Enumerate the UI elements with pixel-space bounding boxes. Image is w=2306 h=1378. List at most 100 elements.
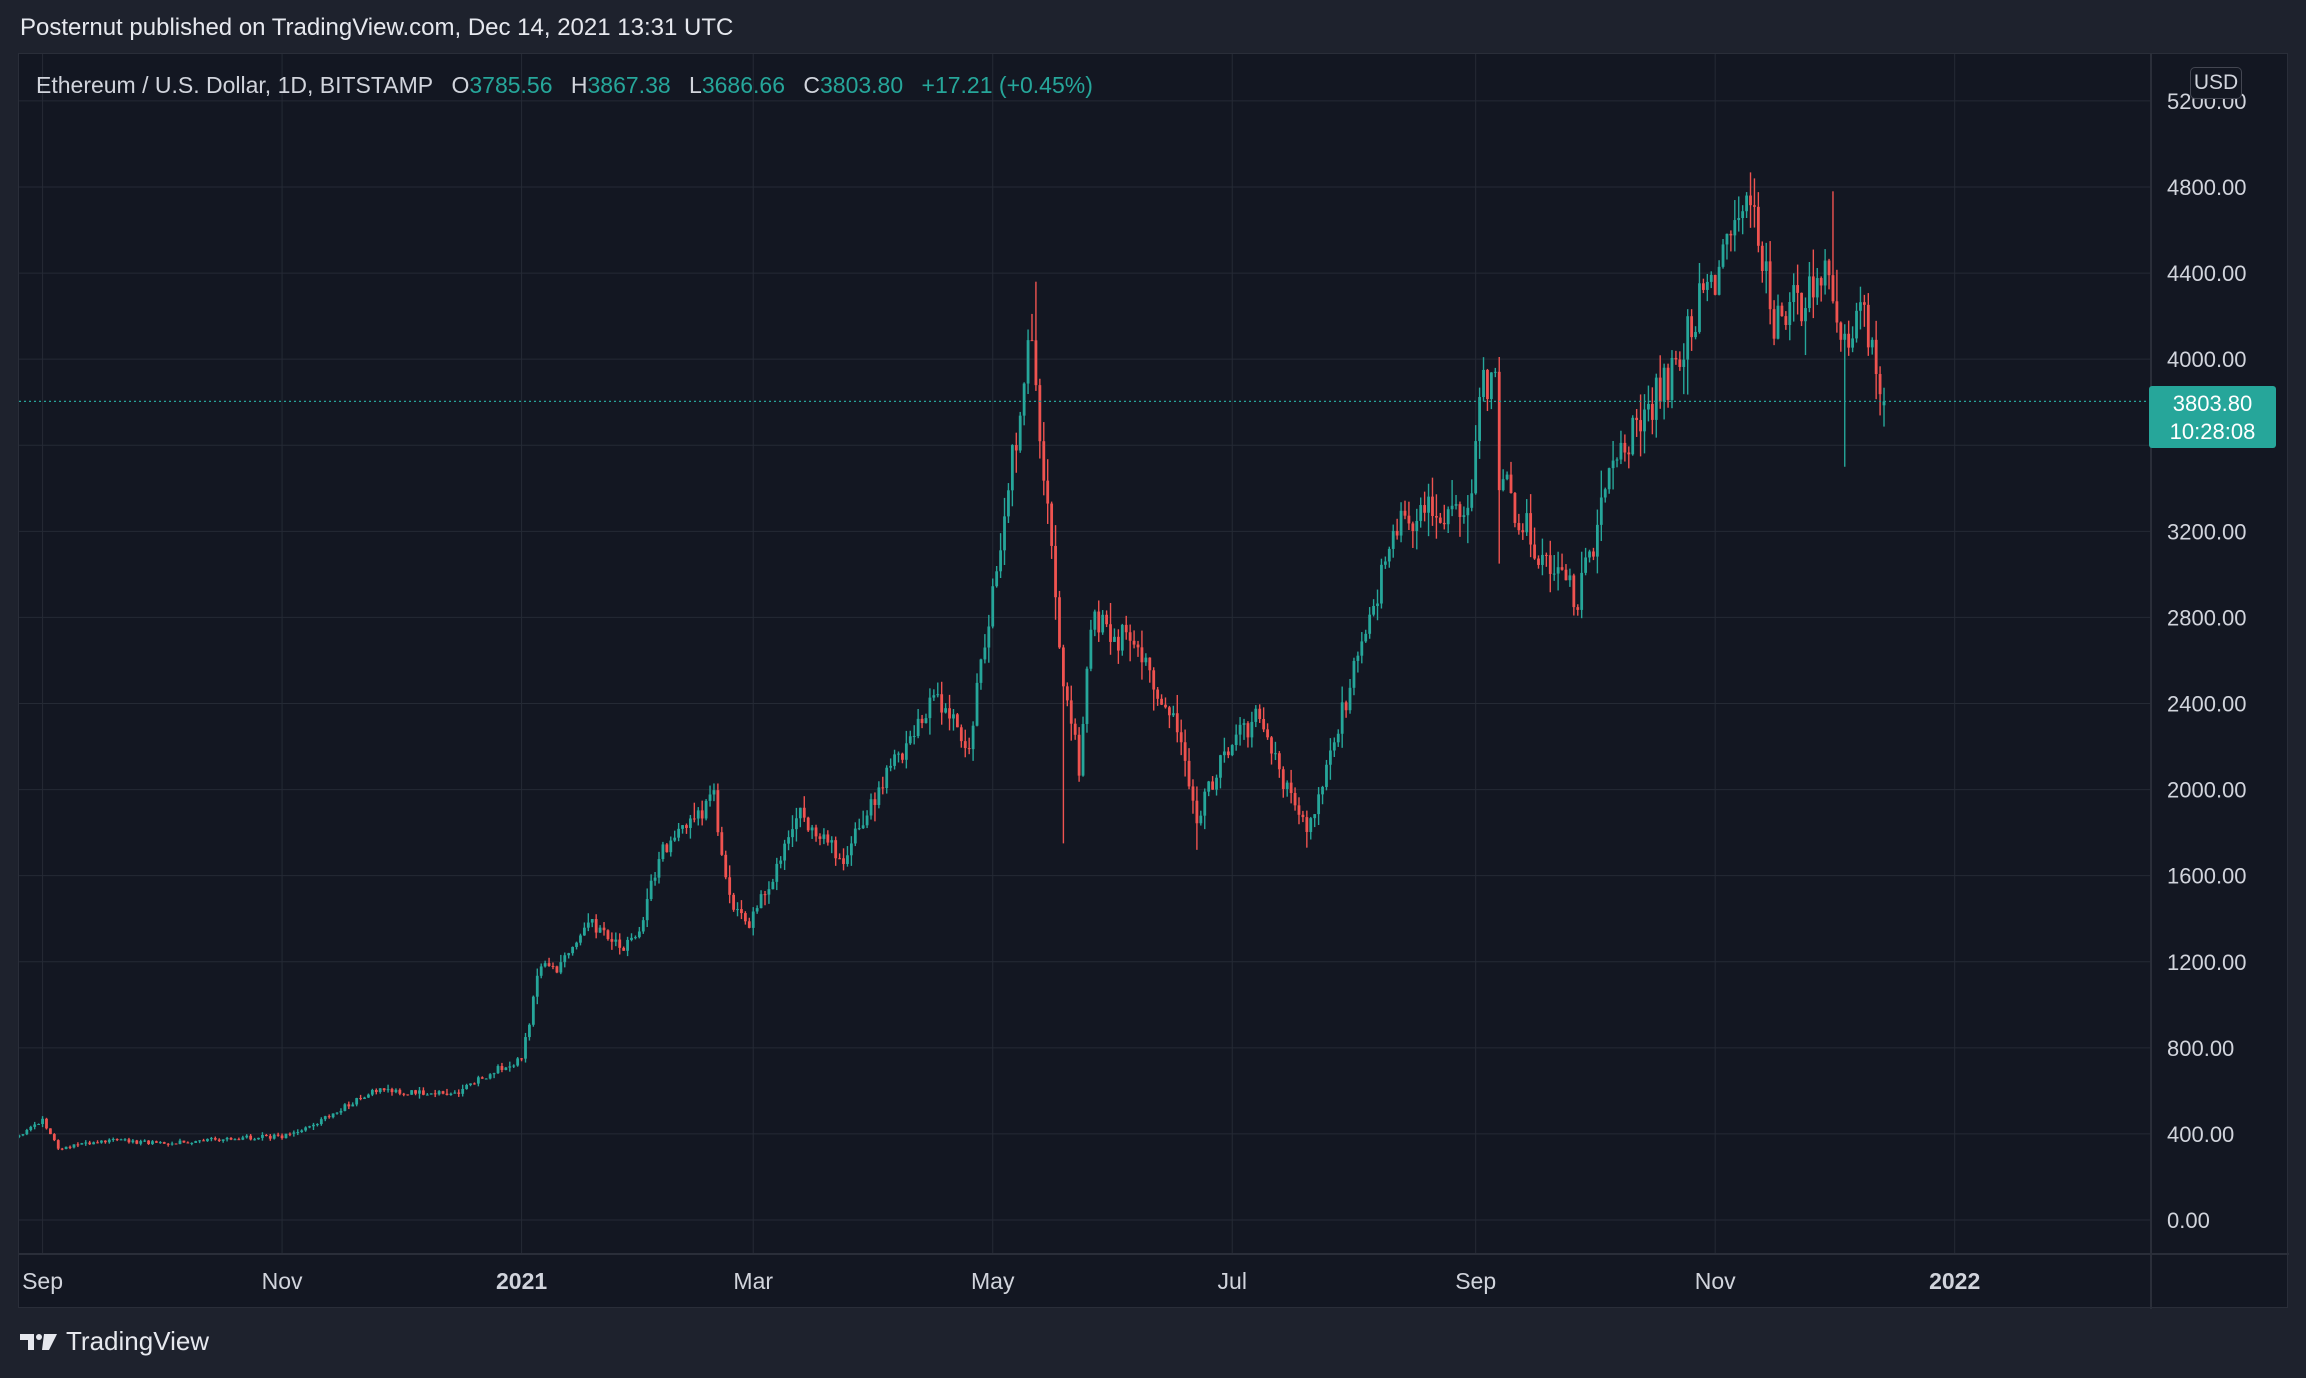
candle-body <box>1576 607 1580 610</box>
candle <box>665 843 669 853</box>
candle-body <box>1438 517 1442 523</box>
candle <box>437 1090 441 1096</box>
candle-body <box>1525 513 1529 533</box>
candle <box>1674 350 1678 365</box>
x-tick-label: 2022 <box>1929 1268 1980 1294</box>
candle-body <box>335 1112 339 1114</box>
candle <box>967 737 971 755</box>
candle <box>1654 373 1658 438</box>
candle <box>202 1138 205 1142</box>
candle <box>1796 264 1800 315</box>
candle <box>912 725 916 745</box>
candle <box>1372 599 1375 617</box>
candle <box>500 1062 504 1073</box>
candle-body <box>1784 316 1788 325</box>
candle <box>916 708 920 739</box>
candle-body <box>1603 489 1607 498</box>
candle-body <box>1694 331 1697 338</box>
candle <box>347 1101 351 1110</box>
x-tick-label: Sep <box>1455 1268 1496 1294</box>
candle <box>948 694 951 731</box>
y-tick-label: 3200.00 <box>2167 519 2247 544</box>
candle <box>1022 382 1026 426</box>
candle-body <box>1368 614 1372 634</box>
candle-body <box>1811 276 1815 298</box>
candle <box>1509 461 1513 494</box>
candle-body <box>1093 611 1097 630</box>
candle-body <box>343 1104 347 1111</box>
candle-body <box>347 1104 351 1107</box>
candle-body <box>897 753 900 755</box>
candle-body <box>637 931 641 938</box>
candle <box>304 1126 308 1132</box>
candle <box>563 952 567 968</box>
candle-body <box>885 767 889 789</box>
candle <box>1270 736 1273 765</box>
candle-body <box>1281 769 1285 789</box>
candle-body <box>1383 561 1387 565</box>
currency-button[interactable]: USD <box>2190 67 2242 99</box>
candle <box>1486 368 1489 412</box>
candle-body <box>158 1142 162 1144</box>
candle <box>335 1112 339 1115</box>
candle <box>1383 556 1387 569</box>
symbol-legend[interactable]: Ethereum / U.S. Dollar, 1D, BITSTAMP O37… <box>36 72 1093 99</box>
candle-body <box>398 1089 402 1094</box>
candle <box>127 1137 131 1144</box>
candle <box>162 1141 166 1144</box>
candle <box>1611 441 1615 490</box>
candle <box>857 818 861 831</box>
candle-body <box>689 818 692 828</box>
candle <box>1859 286 1862 330</box>
candle-body <box>1709 274 1713 282</box>
tradingview-logo[interactable]: TradingView <box>20 1326 209 1357</box>
candle <box>1132 630 1136 649</box>
candle <box>1839 321 1843 352</box>
candle <box>1289 769 1293 804</box>
candle <box>1501 469 1505 492</box>
candle-body <box>1073 723 1077 735</box>
candle-body <box>288 1133 292 1135</box>
candle-body <box>641 920 645 932</box>
candle-body <box>877 787 881 805</box>
candle-body <box>528 1024 531 1038</box>
candle <box>1313 814 1317 828</box>
candle-body <box>257 1137 260 1140</box>
candle <box>1246 721 1250 748</box>
candle-body <box>272 1134 276 1139</box>
candlestick-chart[interactable]: 0.00 400.00 800.00 1200.00 1600.00 2000.00 240… <box>19 54 2289 1309</box>
candle-body <box>1175 713 1179 733</box>
candle-body <box>590 919 594 923</box>
candle <box>316 1123 319 1127</box>
candle <box>920 714 924 729</box>
candle <box>1505 471 1509 481</box>
candle <box>1882 387 1886 427</box>
candle-body <box>1486 369 1489 399</box>
candle-body <box>881 787 885 789</box>
candle <box>677 822 681 842</box>
candle <box>1054 525 1057 620</box>
candle-body <box>704 800 708 819</box>
candle-body <box>1344 702 1348 711</box>
candle-body <box>1034 340 1038 386</box>
candle <box>1764 242 1768 294</box>
symbol-description[interactable]: Ethereum / U.S. Dollar, 1D, BITSTAMP <box>36 72 434 98</box>
candle <box>594 914 598 939</box>
candle <box>602 922 606 936</box>
candle <box>853 822 857 847</box>
candle-body <box>1552 573 1556 575</box>
candle <box>516 1057 520 1067</box>
candle-body <box>1866 304 1870 348</box>
candle-body <box>1113 636 1116 642</box>
candle-body <box>1026 340 1030 384</box>
candle-body <box>791 829 794 838</box>
candle <box>37 1123 41 1126</box>
candle <box>1356 651 1360 673</box>
candle <box>1140 630 1144 680</box>
candle-body <box>912 736 916 738</box>
high-value: 3867.38 <box>587 72 671 98</box>
candle-body <box>410 1090 414 1095</box>
x-tick-label: May <box>971 1268 1015 1294</box>
candle-body <box>433 1093 437 1095</box>
chart-pane[interactable]: 0.00 400.00 800.00 1200.00 1600.00 2000.00 240… <box>18 53 2289 1309</box>
